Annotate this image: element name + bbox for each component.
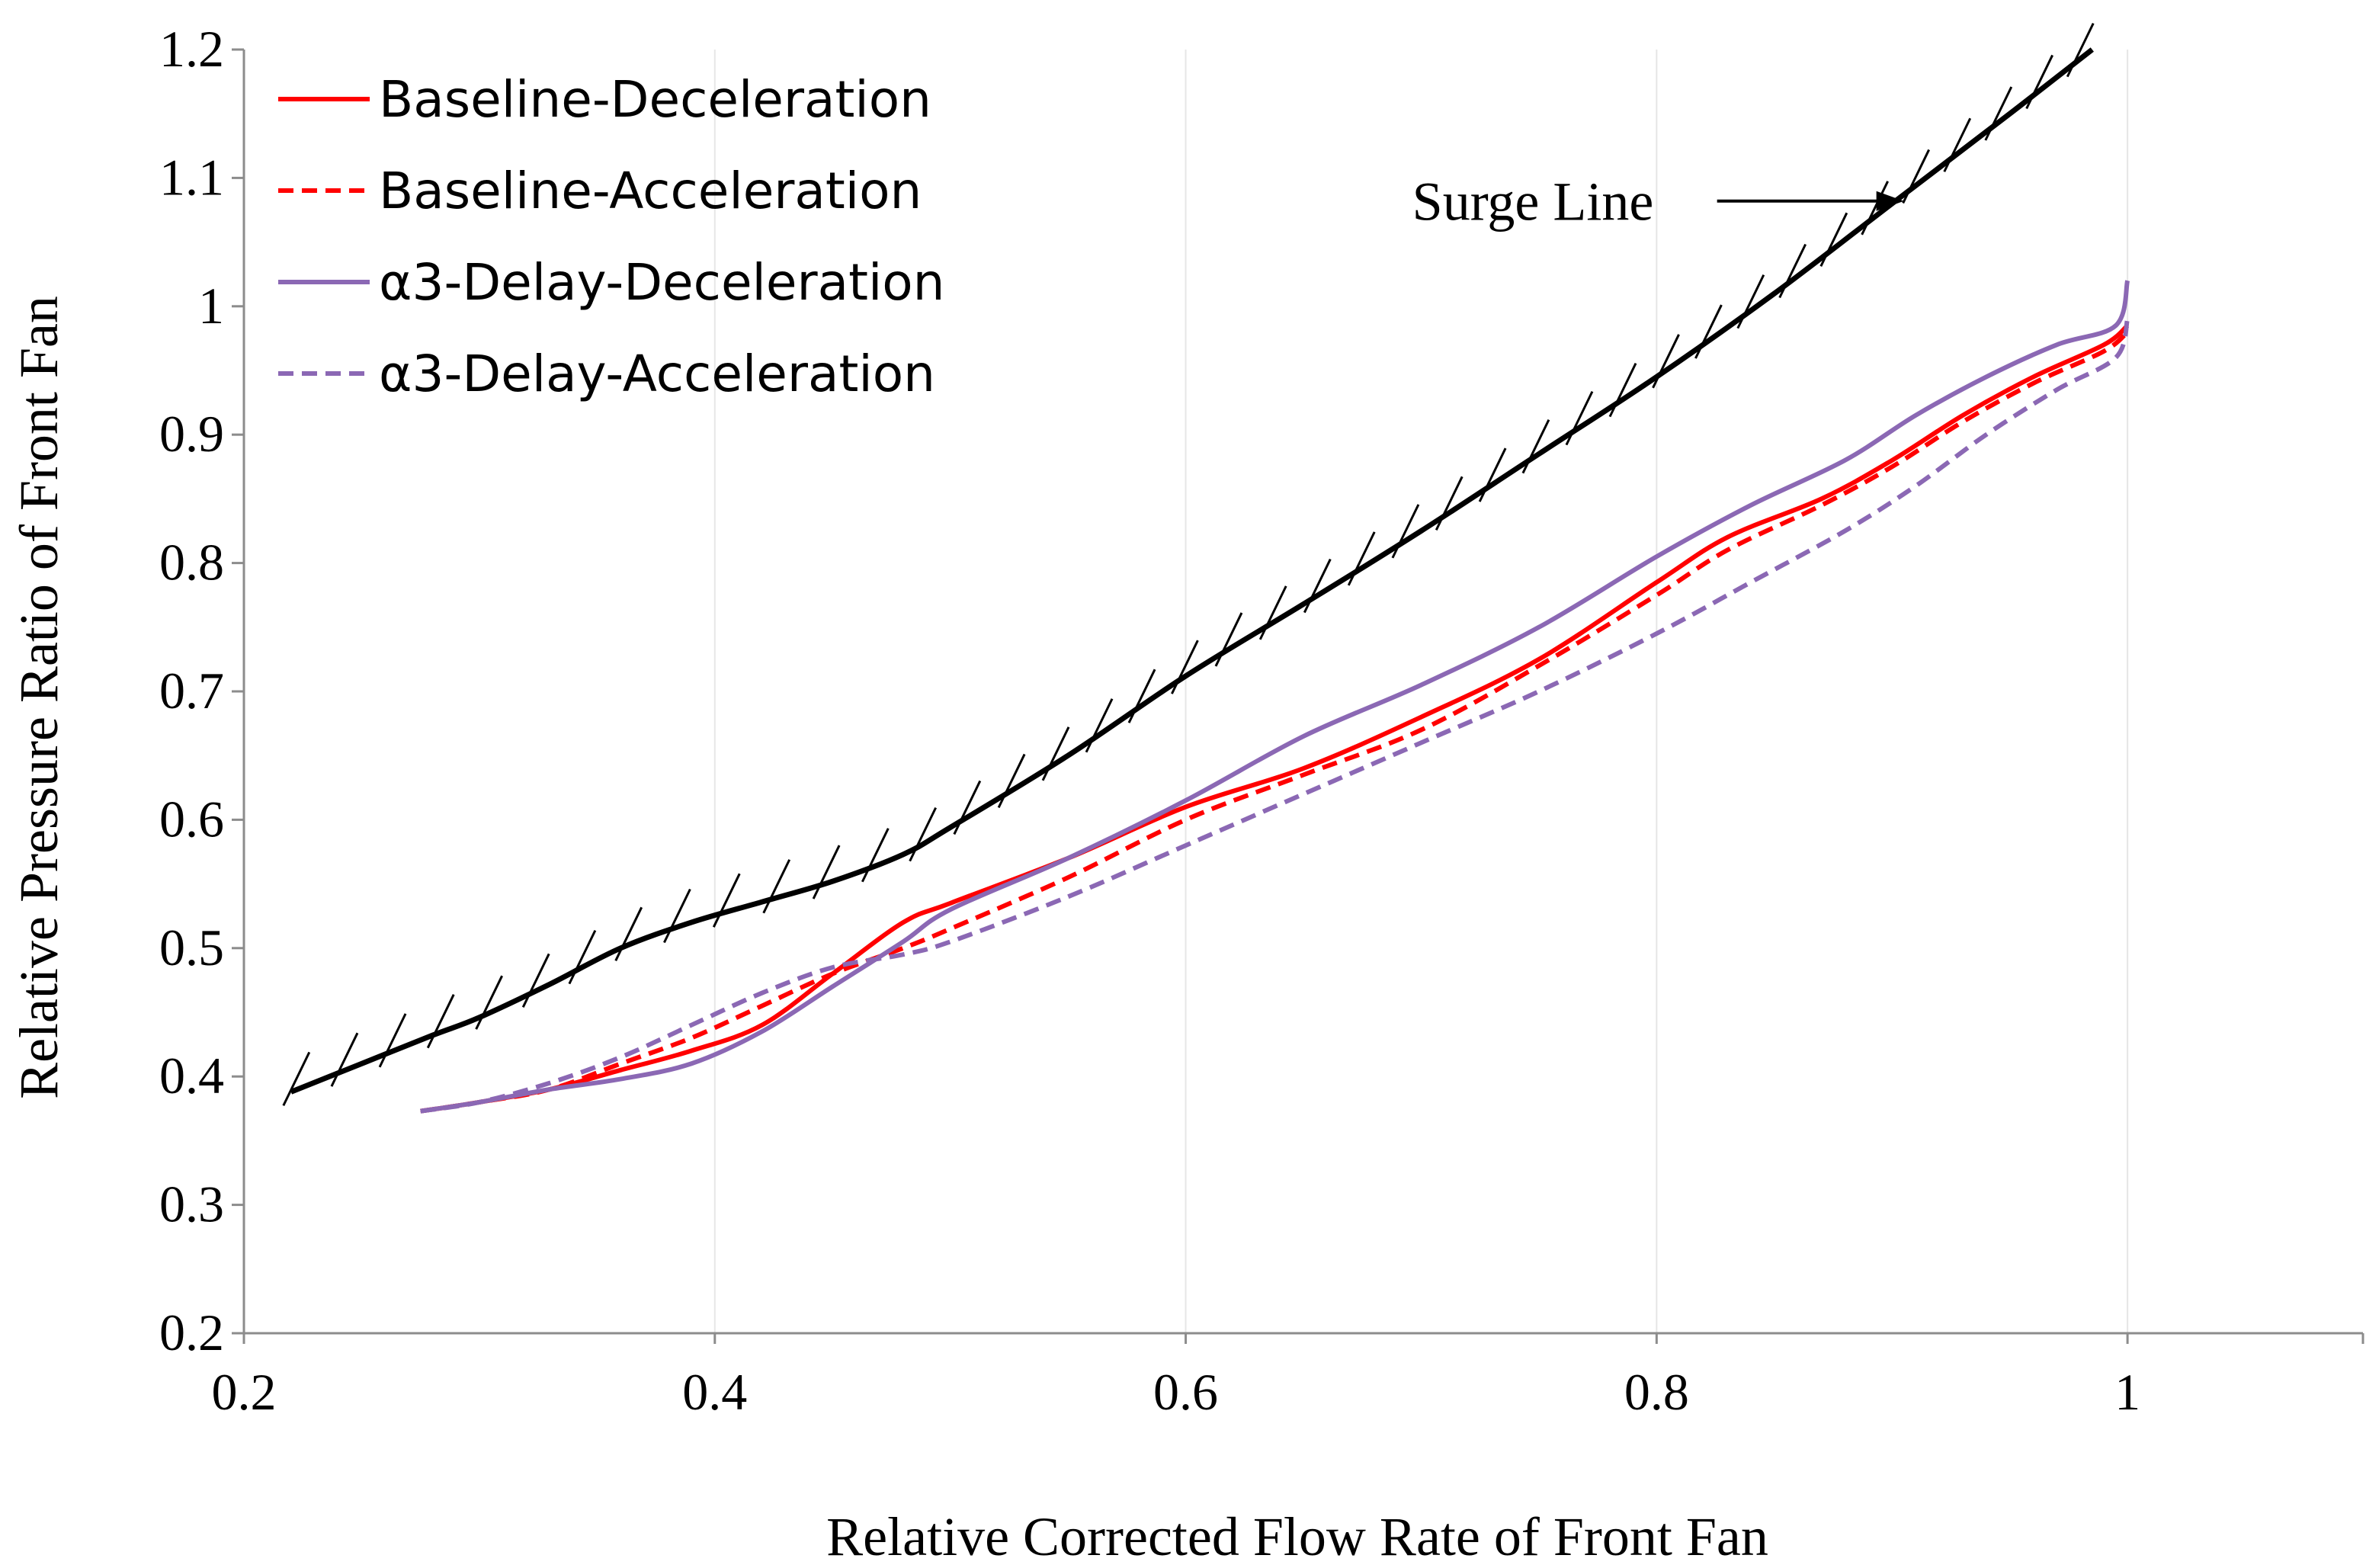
- surge-hatch-mark: [1214, 612, 1243, 667]
- legend: Baseline-Deceleration Baseline-Accelerati…: [278, 70, 945, 403]
- surge-hatch-mark: [1694, 304, 1723, 359]
- surge-hatch-mark: [2025, 54, 2053, 110]
- surge-hatch-mark: [1347, 531, 1376, 586]
- surge-hatch-mark: [1943, 117, 1972, 172]
- series-line-baseline-acceleration: [420, 330, 2130, 1114]
- surge-hatch-mark: [812, 845, 841, 899]
- legend-label: Baseline-Deceleration: [379, 70, 931, 129]
- legend-label: Baseline-Acceleration: [379, 162, 922, 220]
- series-layer: [420, 280, 2130, 1114]
- x-tick-label: 0.2: [212, 1363, 277, 1421]
- surge-hatch-mark: [378, 1013, 407, 1068]
- surge-hatch-mark: [1984, 86, 2013, 141]
- y-axis-title: Relative Pressure Ratio of Front Fan: [8, 296, 69, 1099]
- surge-hatch-mark: [282, 1051, 311, 1107]
- y-tick-label: 0.6: [159, 790, 224, 848]
- legend-label: α3-Delay-Acceleration: [379, 345, 935, 403]
- surge-line: [290, 47, 2094, 1095]
- y-tick-label: 0.9: [159, 405, 224, 463]
- axes-layer: [242, 50, 2363, 1335]
- surge-hatch-mark: [1303, 558, 1332, 614]
- series-line-3-delay-deceleration: [420, 280, 2130, 1114]
- surge-hatch-mark: [1171, 640, 1199, 694]
- ticks-layer: 0.2 0.4 0.6 0.8 1 0.2 0.3 0.4 0.5 0.6 0.7 0.8 0.9 1 1.…: [159, 20, 2364, 1421]
- surge-hatch-mark: [762, 859, 791, 914]
- y-tick-label: 0.3: [159, 1175, 224, 1233]
- annotation-layer: Surge Line: [1412, 172, 1904, 232]
- x-axis-title: Relative Corrected Flow Rate of Front Fa…: [826, 1506, 1768, 1567]
- y-tick-label: 0.5: [159, 919, 224, 976]
- surge-hatch-mark: [1085, 698, 1114, 753]
- series-line-3-delay-acceleration: [420, 318, 2130, 1114]
- y-tick-label: 0.7: [159, 662, 224, 720]
- surge-hatch-mark: [1041, 726, 1070, 781]
- surge-hatch-mark: [1819, 212, 1848, 267]
- y-tick-label: 1: [198, 277, 224, 335]
- surge-hatch-mark: [1521, 419, 1550, 474]
- y-tick-label: 1.2: [159, 20, 224, 78]
- surge-hatch-mark: [663, 888, 691, 944]
- surge-hatch-mark: [997, 753, 1026, 809]
- surge-hatch-mark: [1778, 243, 1807, 299]
- surge-hatch-mark: [1736, 274, 1765, 329]
- surge-hatch-mark: [1258, 585, 1287, 640]
- x-tick-label: 1: [2114, 1363, 2140, 1421]
- surge-hatch-mark: [521, 953, 550, 1008]
- series-line-baseline-deceleration: [420, 323, 2130, 1114]
- surge-hatch-mark: [712, 873, 741, 928]
- surge-line-annotation: Surge Line: [1412, 172, 1654, 232]
- surge-hatch-mark: [614, 906, 643, 961]
- surge-hatch-mark: [568, 929, 597, 985]
- x-tick-label: 0.4: [682, 1363, 747, 1421]
- surge-hatch-mark: [1902, 149, 1931, 204]
- surge-hatch-mark: [1565, 390, 1594, 446]
- surge-hatch-mark: [953, 780, 982, 835]
- surge-hatch-mark: [1478, 447, 1507, 502]
- surge-hatch-mark: [1608, 362, 1637, 418]
- surge-hatch-mark: [1652, 334, 1680, 389]
- surge-hatch-mark: [475, 975, 503, 1030]
- x-tick-label: 0.6: [1153, 1363, 1218, 1421]
- y-tick-label: 0.2: [159, 1303, 224, 1361]
- surge-hatch-mark: [861, 828, 890, 883]
- surge-hatch-mark: [1391, 504, 1420, 559]
- grid-layer: [713, 50, 2129, 1333]
- annotation-arrowhead: [1876, 191, 1904, 211]
- surge-hatch-mark: [426, 994, 455, 1049]
- legend-label: α3-Delay-Deceleration: [379, 253, 945, 312]
- y-tick-label: 0.4: [159, 1047, 224, 1105]
- surge-line-layer: [282, 22, 2095, 1107]
- surge-hatch-mark: [330, 1032, 359, 1087]
- x-tick-label: 0.8: [1624, 1363, 1689, 1421]
- y-tick-label: 1.1: [159, 148, 224, 206]
- surge-hatch-mark: [1861, 181, 1889, 236]
- surge-hatch-mark: [2066, 22, 2095, 78]
- surge-hatch-mark: [909, 806, 937, 862]
- y-tick-label: 0.8: [159, 534, 224, 592]
- surge-hatch-mark: [1435, 476, 1464, 531]
- surge-hatch-mark: [1127, 669, 1156, 723]
